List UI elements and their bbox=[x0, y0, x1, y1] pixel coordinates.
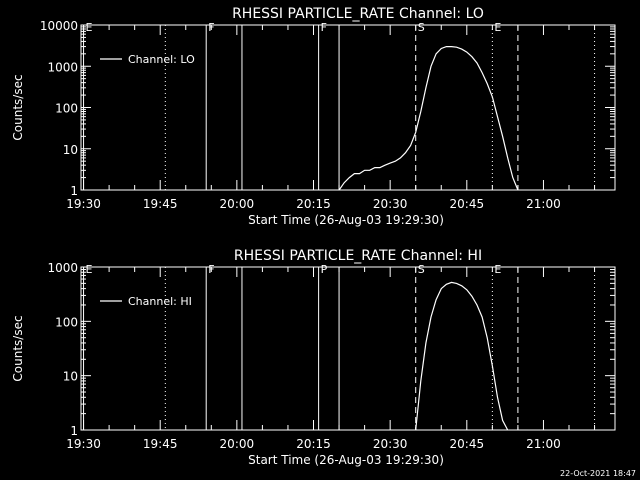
chart1-xlabel: Start Time (26-Aug-03 19:29:30) bbox=[248, 213, 444, 227]
chart2-xtick-label: 20:00 bbox=[220, 437, 255, 451]
chart1-xtick-label: 19:45 bbox=[143, 197, 178, 211]
chart2-marker-label: P bbox=[321, 263, 328, 276]
chart2-frame bbox=[80, 266, 616, 431]
chart2-xtick-label: 19:30 bbox=[66, 437, 101, 451]
chart2-ylabel: Counts/sec bbox=[11, 315, 25, 381]
timestamp: 22-Oct-2021 18:47 bbox=[560, 469, 636, 478]
chart2-xtick-label: 20:30 bbox=[373, 437, 408, 451]
chart1-frame bbox=[80, 24, 616, 191]
chart2-marker-label: F bbox=[208, 263, 214, 276]
chart1-xtick-label: 19:30 bbox=[66, 197, 101, 211]
chart1-title: RHESSI PARTICLE_RATE Channel: LO bbox=[232, 6, 484, 22]
chart2-legend-label: Channel: HI bbox=[128, 295, 192, 308]
chart1-legend-label: Channel: LO bbox=[128, 53, 195, 66]
chart2-marker-label: S bbox=[418, 263, 425, 276]
chart2-xtick-label: 20:15 bbox=[296, 437, 331, 451]
chart2-xtick-label: 21:00 bbox=[526, 437, 561, 451]
chart2-ytick-label: 1000 bbox=[47, 261, 78, 275]
chart2-ytick-label: 100 bbox=[55, 315, 78, 329]
chart1-xtick-label: 20:00 bbox=[220, 197, 255, 211]
chart2-ytick-label: 10 bbox=[63, 370, 78, 384]
chart1-ytick-label: 10 bbox=[63, 143, 78, 157]
chart1-marker-label: E bbox=[494, 21, 501, 34]
chart1-marker-label: E bbox=[86, 21, 93, 34]
chart1-xtick-label: 20:30 bbox=[373, 197, 408, 211]
chart1-xtick-label: 21:00 bbox=[526, 197, 561, 211]
chart1-ytick-label: 1000 bbox=[47, 60, 78, 74]
chart1-ylabel: Counts/sec bbox=[11, 74, 25, 140]
chart1-ytick-label: 100 bbox=[55, 102, 78, 116]
chart1-xtick-label: 20:45 bbox=[450, 197, 485, 211]
chart1-marker-label: F bbox=[208, 21, 214, 34]
chart1-ytick-label: 1 bbox=[70, 184, 78, 198]
chart1-marker-label: F bbox=[321, 21, 327, 34]
chart1-series-line bbox=[338, 45, 519, 191]
chart1-ytick-label: 10000 bbox=[40, 19, 78, 33]
chart1-xtick-label: 20:15 bbox=[296, 197, 331, 211]
chart2-xtick-label: 20:45 bbox=[450, 437, 485, 451]
chart2-xtick-label: 19:45 bbox=[143, 437, 178, 451]
chart2-title: RHESSI PARTICLE_RATE Channel: HI bbox=[234, 248, 482, 264]
chart2-series-line bbox=[415, 281, 509, 431]
chart2-marker-label: E bbox=[494, 263, 501, 276]
chart2-marker-label: E bbox=[86, 263, 93, 276]
chart1-marker-label: S bbox=[418, 21, 425, 34]
chart2-ytick-label: 1 bbox=[70, 424, 78, 438]
chart2-xlabel: Start Time (26-Aug-03 19:29:30) bbox=[248, 453, 444, 467]
